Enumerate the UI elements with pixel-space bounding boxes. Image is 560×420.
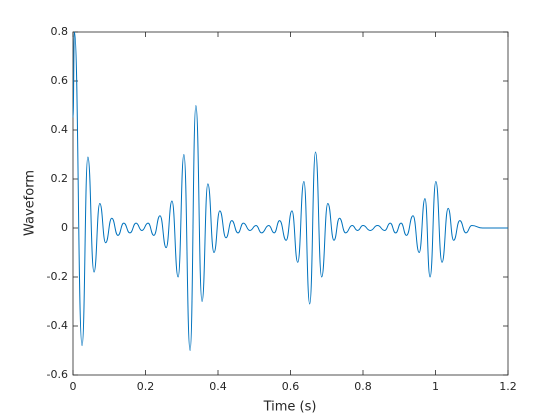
y-tick-label: 0 bbox=[61, 221, 68, 234]
x-tick-label: 0.8 bbox=[354, 380, 372, 393]
y-tick-label: 0.2 bbox=[51, 172, 69, 185]
waveform-line bbox=[72, 31, 508, 352]
x-tick-label: 1 bbox=[432, 380, 439, 393]
y-tick-label: -0.6 bbox=[47, 368, 68, 381]
plot-box bbox=[72, 31, 509, 376]
x-axis-label: Time (s) bbox=[263, 400, 317, 415]
y-tick-label: -0.4 bbox=[47, 319, 68, 332]
x-tick-label: 0.2 bbox=[137, 380, 155, 393]
x-tick-label: 0.4 bbox=[209, 380, 227, 393]
y-tick-label: -0.2 bbox=[47, 270, 68, 283]
y-tick-label: 0.8 bbox=[51, 25, 69, 38]
y-tick-label: 0.4 bbox=[51, 123, 69, 136]
x-tick-label: 0 bbox=[70, 380, 77, 393]
y-tick-label: 0.6 bbox=[51, 74, 69, 87]
y-axis-label: Waveform bbox=[23, 170, 38, 236]
x-tick-label: 1.2 bbox=[499, 380, 517, 393]
x-tick-label: 0.6 bbox=[282, 380, 300, 393]
